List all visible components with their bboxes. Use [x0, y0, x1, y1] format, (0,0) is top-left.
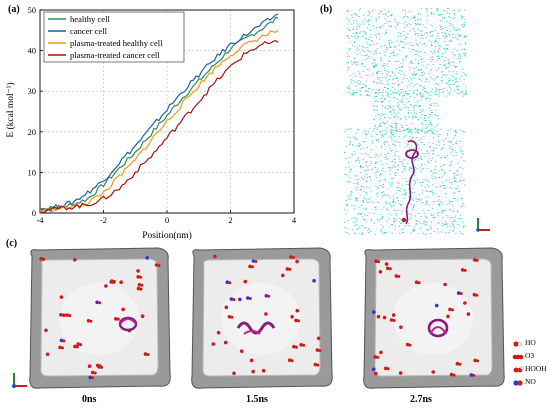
- axis-triad-c: [12, 373, 27, 388]
- species-legend: HO O3 HOOH NO: [512, 338, 550, 390]
- time-label-2.7ns: 2.7ns: [410, 394, 432, 405]
- x-tick-label: -4: [36, 215, 44, 225]
- peptide-cluster: [236, 321, 276, 335]
- y-tick-label: 20: [28, 127, 37, 137]
- y-tick-label: 40: [28, 46, 37, 56]
- x-tick-label: 0: [165, 215, 169, 225]
- time-label-1.5ns: 1.5ns: [246, 394, 268, 405]
- peptide-cluster: [118, 316, 138, 332]
- axis-triad-b: [476, 218, 490, 232]
- snapshot-1.5ns: [191, 247, 333, 389]
- chart-lines: [39, 13, 279, 214]
- series-line-2: [39, 29, 279, 213]
- species-o3: O3: [512, 351, 550, 364]
- peptide-cluster: [427, 318, 449, 338]
- y-tick-label: 0: [32, 208, 36, 218]
- x-tick-label: -2: [100, 215, 107, 225]
- species-hooh: HOOH: [512, 364, 550, 377]
- series-line-3: [39, 39, 279, 214]
- panel-label-a: (a): [8, 4, 20, 15]
- pore-snapshot: [344, 8, 490, 235]
- x-tick-label: 2: [228, 215, 232, 225]
- snapshot-2.7ns: [363, 247, 505, 389]
- y-tick-label: 30: [28, 86, 37, 96]
- legend-pt-healthy: plasma-treated healthy cell: [70, 38, 163, 48]
- peptide-helix: [405, 149, 419, 159]
- species-no: NO: [512, 377, 550, 390]
- series-line-1: [39, 13, 279, 212]
- chart-legend: healthy cell cancer cell plasma-treated …: [43, 11, 185, 63]
- legend-pt-cancer: plasma-treated cancer cell: [70, 50, 160, 60]
- species-ho: HO: [512, 338, 550, 351]
- y-tick-label: 50: [28, 5, 37, 15]
- legend-cancer: cancer cell: [70, 26, 108, 36]
- snapshot-0ns: [29, 247, 171, 389]
- peptide-end-bead: [401, 217, 407, 223]
- panel-label-c: (c): [6, 238, 18, 249]
- y-axis-label: E (kcal mol⁻¹): [5, 82, 16, 137]
- water-molecules: [344, 8, 468, 235]
- legend-healthy: healthy cell: [70, 14, 110, 24]
- x-tick-label: 4: [292, 215, 297, 225]
- panel-label-b: (b): [320, 4, 333, 15]
- y-tick-label: 10: [28, 167, 37, 177]
- peptide-strand: [405, 140, 418, 225]
- snapshot-row: 0ns 1.5ns 2.7ns HO O3 HOOH NO: [0, 242, 550, 410]
- time-label-0ns: 0ns: [82, 394, 97, 405]
- x-axis-label: Position(nm): [142, 230, 192, 241]
